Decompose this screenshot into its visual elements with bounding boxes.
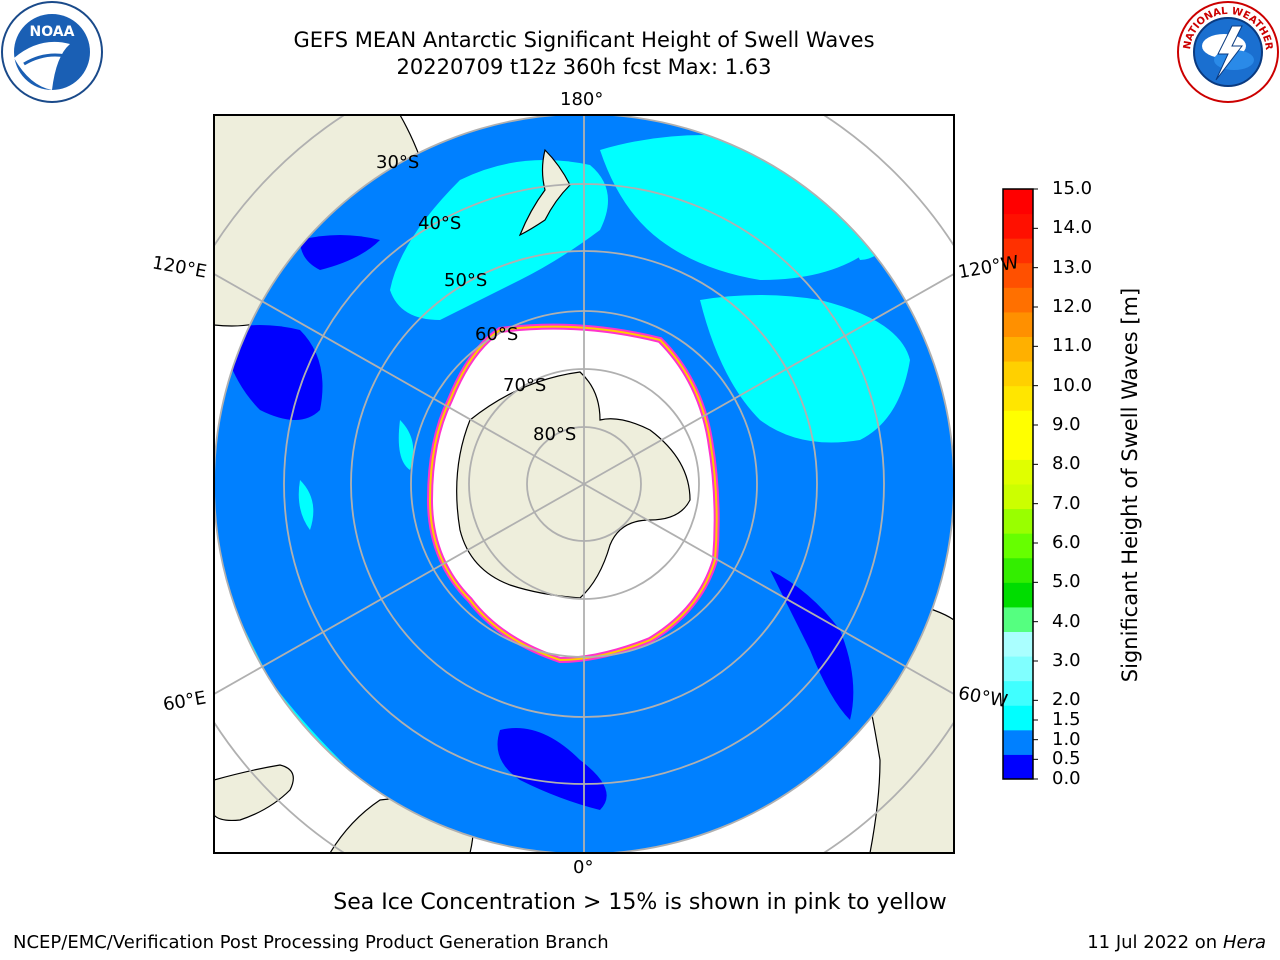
colorbar-tick-label: 5.0: [1052, 571, 1081, 593]
colorbar-tick-label: 8.0: [1052, 453, 1081, 475]
colorbar-tick-label: 3.0: [1052, 650, 1081, 671]
colorbar-segment: [1003, 238, 1033, 264]
colorbar-segment: [1003, 705, 1033, 731]
footer-date-text: 11 Jul 2022 on: [1087, 932, 1223, 953]
colorbar-segment: [1003, 361, 1033, 387]
lat-label-40s: 40°S: [418, 213, 462, 234]
lat-label-70s: 70°S: [503, 375, 547, 396]
footer-date: 11 Jul 2022 on Hera: [1087, 932, 1266, 953]
colorbar-segment: [1003, 533, 1033, 559]
colorbar-tick-label: 10.0: [1052, 374, 1093, 396]
colorbar-segment: [1003, 287, 1033, 313]
lat-label-60s: 60°S: [475, 324, 519, 345]
colorbar-tick-label: 15.0: [1052, 178, 1093, 199]
lon-label-180: 180°: [560, 89, 604, 110]
colorbar-tick-label: 6.0: [1052, 532, 1081, 553]
antarctica-landmass: [456, 371, 691, 599]
colorbar-tick-label: 4.0: [1052, 610, 1081, 632]
colorbar-segment: [1003, 434, 1033, 460]
colorbar-segment: [1003, 508, 1033, 534]
footer-credit: NCEP/EMC/Verification Post Processing Pr…: [13, 932, 609, 953]
colorbar-tick-label: 12.0: [1052, 296, 1093, 317]
lat-label-80s: 80°S: [533, 424, 577, 445]
lat-label-30s: 30°S: [376, 152, 420, 173]
colorbar-frame: [1002, 188, 1034, 780]
colorbar-tick-label: 11.0: [1052, 335, 1093, 357]
lat-label-50s: 50°S: [444, 270, 488, 291]
map-frame: [213, 114, 955, 854]
colorbar-tick-label: 0.0: [1052, 768, 1081, 789]
colorbar-segment: [1003, 385, 1033, 411]
colorbar-label: Significant Height of Swell Waves [m]: [1118, 287, 1142, 683]
colorbar-tick-label: 1.5: [1052, 709, 1081, 730]
nws-logo-icon: NATIONAL WEATHER SERVICE: [1176, 0, 1279, 103]
colorbar-tick-label: 7.0: [1052, 492, 1081, 514]
colorbar-segment: [1003, 680, 1033, 706]
colorbar-tick-label: 0.5: [1052, 748, 1081, 770]
colorbar-segment: [1003, 336, 1033, 362]
noaa-logo-icon: NOAA: [1, 1, 103, 103]
colorbar-tick-label: 13.0: [1052, 256, 1093, 278]
colorbar: [1003, 188, 1038, 780]
chart-subtitle: 20220709 t12z 360h fcst Max: 1.63: [396, 55, 772, 79]
colorbar-segment: [1003, 729, 1033, 755]
colorbar-tick-label: 14.0: [1052, 217, 1093, 239]
colorbar-segment: [1003, 606, 1033, 632]
colorbar-segment: [1003, 189, 1033, 215]
colorbar-segment: [1003, 459, 1033, 485]
colorbar-segment: [1003, 213, 1033, 239]
colorbar-segment: [1003, 262, 1033, 288]
colorbar-segment: [1003, 484, 1033, 510]
noaa-logo-text: NOAA: [30, 24, 75, 40]
colorbar-tick-label: 9.0: [1052, 414, 1081, 435]
chart-title: GEFS MEAN Antarctic Significant Height o…: [293, 28, 875, 52]
colorbar-segment: [1003, 410, 1033, 436]
graticule: [214, 115, 954, 853]
footer-machine: Hera: [1222, 932, 1266, 953]
colorbar-tick-label: 1.0: [1052, 728, 1081, 750]
colorbar-segment: [1003, 582, 1033, 608]
colorbar-segment: [1003, 311, 1033, 337]
colorbar-tick-label: 2.0: [1052, 689, 1081, 711]
colorbar-segment: [1003, 656, 1033, 682]
colorbar-segment: [1003, 557, 1033, 583]
sea-ice-note: Sea Ice Concentration > 15% is shown in …: [333, 890, 947, 915]
colorbar-segment: [1003, 631, 1033, 657]
colorbar-segment: [1003, 754, 1033, 780]
lon-label-0: 0°: [573, 857, 594, 878]
